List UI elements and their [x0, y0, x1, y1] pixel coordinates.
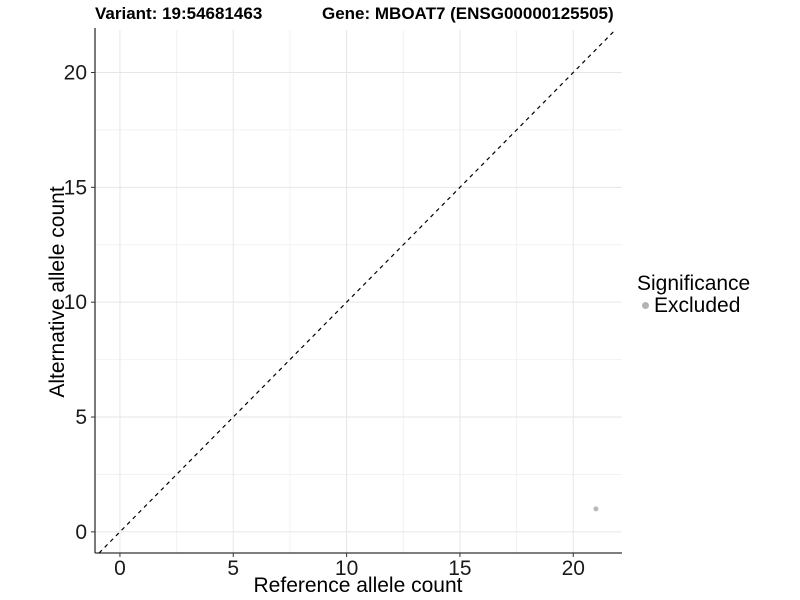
x-tick-label: 10 [335, 557, 358, 580]
y-tick-label: 20 [64, 61, 87, 84]
identity-dashed-line [98, 29, 616, 554]
x-tick-label: 20 [562, 557, 585, 580]
y-tick-label: 5 [75, 406, 87, 429]
y-tick-label: 10 [64, 291, 87, 314]
legend-entry-excluded: Excluded [637, 295, 750, 316]
minor-gridlines [95, 30, 622, 553]
x-axis-title: Reference allele count [254, 574, 463, 597]
x-tick-label: 0 [114, 557, 126, 580]
gene-title: Gene: MBOAT7 (ENSG00000125505) [322, 4, 614, 23]
tick-marks [91, 71, 574, 557]
x-tick-label: 5 [227, 557, 239, 580]
y-axis-title: Alternative allele count [46, 186, 69, 397]
legend: Significance Excluded [637, 273, 750, 316]
x-tick-label: 15 [448, 557, 471, 580]
legend-title: Significance [637, 272, 751, 295]
y-tick-label: 0 [75, 521, 87, 544]
legend-key-dot-icon [642, 302, 649, 309]
tick-labels: 0 5 10 15 20 0 5 10 15 20 [64, 61, 585, 580]
variant-title: Variant: 19:54681463 [95, 4, 263, 23]
major-gridlines [95, 30, 622, 553]
axis-lines [94, 28, 622, 554]
legend-entry-label: Excluded [654, 294, 741, 317]
y-tick-label: 15 [64, 176, 87, 199]
data-point [593, 506, 599, 512]
data-series [98, 29, 616, 554]
